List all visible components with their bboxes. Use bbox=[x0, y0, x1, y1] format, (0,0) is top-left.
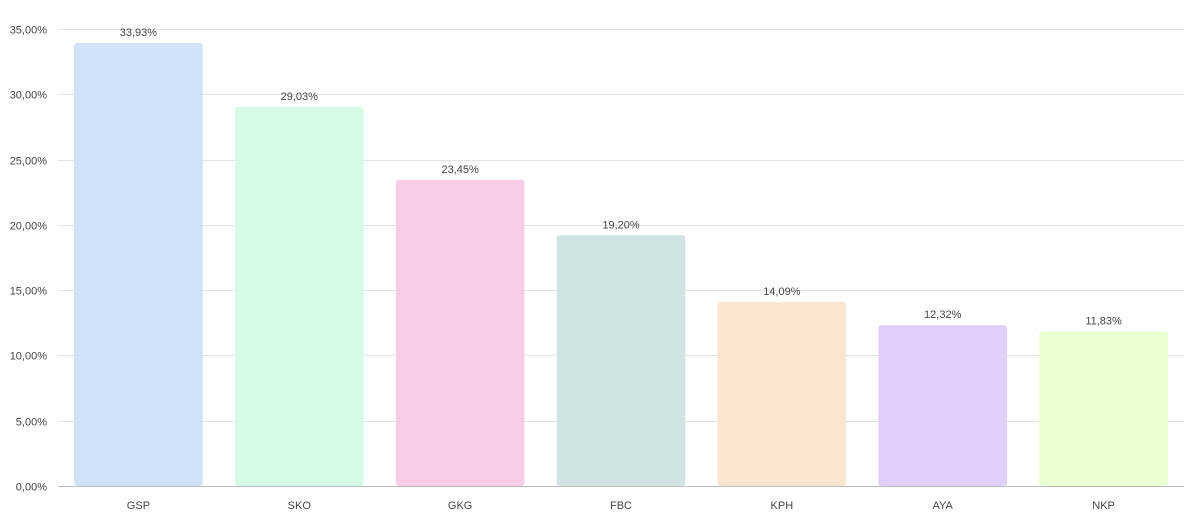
bar-fbc bbox=[556, 235, 686, 486]
data-label: 11,83% bbox=[1085, 316, 1122, 328]
y-tick-label: 30,00% bbox=[10, 90, 48, 102]
y-tick-label: 10,00% bbox=[10, 351, 48, 363]
data-label: 29,03% bbox=[281, 91, 319, 103]
x-tick-label: SKO bbox=[288, 500, 312, 512]
y-tick-label: 20,00% bbox=[10, 221, 48, 233]
bar-aya bbox=[878, 325, 1008, 486]
x-tick-label: GSP bbox=[127, 500, 150, 512]
y-tick-label: 35,00% bbox=[10, 25, 48, 37]
x-axis-tick-labels: GSP SKO GKG FBC KPH AYA NKP bbox=[127, 500, 1115, 512]
data-labels: 33,93% 29,03% 23,45% 19,20% 14,09% 12,32% 11,8… bbox=[120, 27, 1122, 328]
y-tick-label: 25,00% bbox=[10, 156, 48, 168]
bar-kph bbox=[717, 302, 847, 486]
x-tick-label: KPH bbox=[771, 500, 794, 512]
bar-sko bbox=[234, 106, 364, 486]
bar-nkp bbox=[1039, 331, 1168, 486]
bar-gsp bbox=[74, 42, 203, 487]
x-tick-label: NKP bbox=[1092, 500, 1115, 512]
bar-gkg bbox=[395, 179, 525, 486]
bars bbox=[74, 42, 1168, 487]
x-tick-label: AYA bbox=[933, 500, 954, 512]
y-axis-tick-labels: 0,00% 5,00% 10,00% 15,00% 20,00% 25,00% 30,00%… bbox=[10, 25, 48, 494]
data-label: 12,32% bbox=[924, 309, 962, 321]
x-tick-label: GKG bbox=[448, 500, 472, 512]
data-label: 33,93% bbox=[120, 27, 158, 39]
x-tick-label: FBC bbox=[610, 500, 632, 512]
data-label: 19,20% bbox=[602, 219, 640, 231]
data-label: 23,45% bbox=[441, 164, 479, 176]
y-tick-label: 15,00% bbox=[10, 286, 48, 298]
data-label: 14,09% bbox=[763, 286, 801, 298]
y-tick-label: 5,00% bbox=[16, 417, 47, 429]
y-tick-label: 0,00% bbox=[16, 482, 47, 494]
